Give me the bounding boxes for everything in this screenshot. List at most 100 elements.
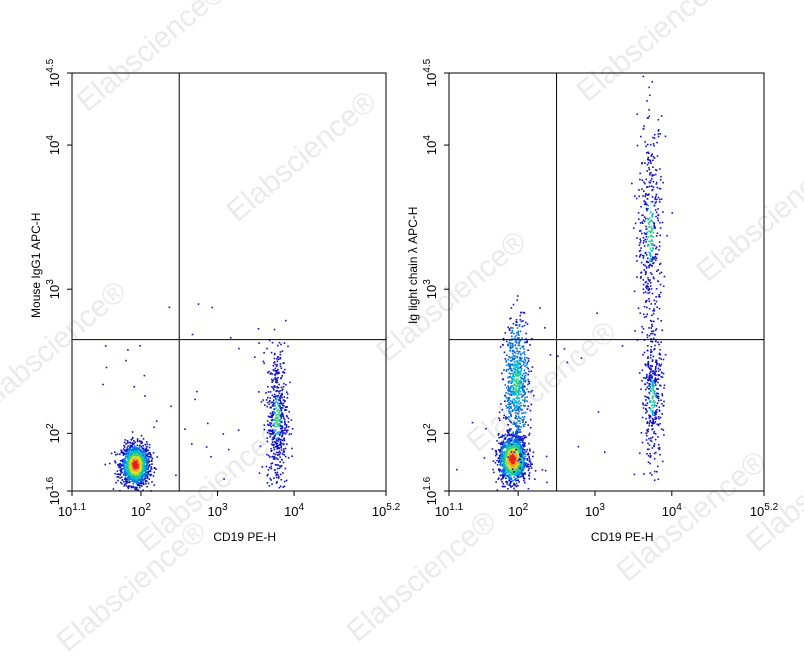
event-point — [141, 478, 144, 480]
event-point — [509, 403, 511, 405]
event-point — [266, 405, 268, 408]
event-point — [112, 488, 115, 490]
event-point — [642, 354, 644, 356]
event-point — [129, 466, 132, 469]
event-point — [267, 371, 269, 374]
event-point — [660, 341, 662, 343]
event-point — [141, 471, 143, 474]
x-axis-label: CD19 PE-H — [213, 530, 276, 544]
event-point — [146, 464, 148, 467]
event-point — [646, 410, 648, 413]
event-point — [519, 420, 521, 422]
event-point — [522, 345, 525, 348]
event-point — [523, 380, 525, 383]
event-point — [516, 448, 519, 451]
event-point — [512, 402, 514, 404]
event-point — [135, 469, 137, 472]
event-point — [144, 395, 146, 397]
event-point — [275, 373, 277, 375]
event-point — [649, 379, 652, 382]
event-point — [153, 471, 156, 474]
event-point — [523, 449, 526, 451]
event-point — [657, 217, 659, 220]
event-point — [527, 357, 530, 360]
event-point — [512, 358, 514, 360]
event-point — [506, 340, 508, 343]
event-point — [509, 349, 512, 352]
event-point — [136, 462, 138, 465]
event-point — [503, 446, 505, 448]
event-point — [508, 457, 511, 459]
event-point — [142, 479, 145, 482]
event-point — [514, 371, 517, 373]
event-point — [532, 455, 534, 458]
event-point — [638, 218, 640, 220]
event-point — [142, 462, 145, 464]
event-point — [275, 370, 278, 372]
event-point — [521, 325, 524, 328]
event-point — [131, 474, 133, 477]
event-point — [521, 357, 523, 359]
event-point — [133, 472, 135, 475]
event-point — [267, 415, 270, 418]
event-point — [496, 459, 498, 462]
event-point — [651, 244, 654, 246]
event-point — [514, 380, 516, 382]
event-point — [132, 442, 134, 444]
event-point — [280, 394, 283, 396]
event-point — [654, 227, 656, 229]
event-point — [508, 405, 511, 408]
event-point — [651, 375, 653, 378]
event-point — [653, 457, 656, 460]
event-point — [653, 372, 655, 374]
x-tick-exponent: 4 — [299, 502, 305, 513]
event-point — [524, 472, 526, 474]
event-point — [137, 475, 140, 477]
event-point — [279, 410, 281, 412]
event-point — [275, 482, 278, 484]
event-point — [280, 478, 283, 481]
event-point — [651, 380, 653, 382]
event-point — [270, 467, 273, 470]
event-point — [516, 401, 518, 403]
event-point — [521, 461, 524, 463]
event-point — [650, 437, 652, 439]
event-point — [652, 412, 654, 415]
event-point — [654, 433, 657, 435]
event-point — [652, 387, 654, 390]
event-point — [280, 445, 283, 448]
event-point — [645, 178, 647, 181]
event-point — [286, 416, 288, 418]
event-point — [526, 400, 528, 402]
event-point — [275, 476, 278, 479]
event-point — [517, 385, 519, 388]
event-point — [138, 456, 141, 459]
event-point — [510, 459, 513, 462]
event-point — [147, 460, 150, 463]
event-point — [514, 412, 517, 414]
event-point — [126, 469, 129, 472]
event-point — [521, 378, 523, 380]
event-point — [271, 379, 274, 382]
x-tick-exponent: 1.1 — [449, 502, 463, 513]
event-point — [139, 440, 141, 443]
event-point — [529, 450, 531, 452]
event-point — [110, 452, 113, 455]
event-point — [510, 474, 512, 477]
event-point — [504, 400, 506, 402]
event-point — [529, 459, 531, 461]
event-point — [277, 440, 279, 442]
event-point — [653, 373, 656, 376]
event-point — [549, 354, 552, 356]
event-point — [273, 369, 276, 372]
event-point — [258, 472, 261, 474]
event-point — [654, 303, 656, 305]
event-point — [510, 463, 512, 465]
event-point — [523, 312, 526, 314]
event-point — [287, 426, 290, 428]
event-point — [125, 480, 127, 482]
event-point — [646, 429, 648, 431]
event-point — [657, 423, 660, 426]
event-point — [277, 458, 279, 461]
event-point — [128, 478, 131, 480]
